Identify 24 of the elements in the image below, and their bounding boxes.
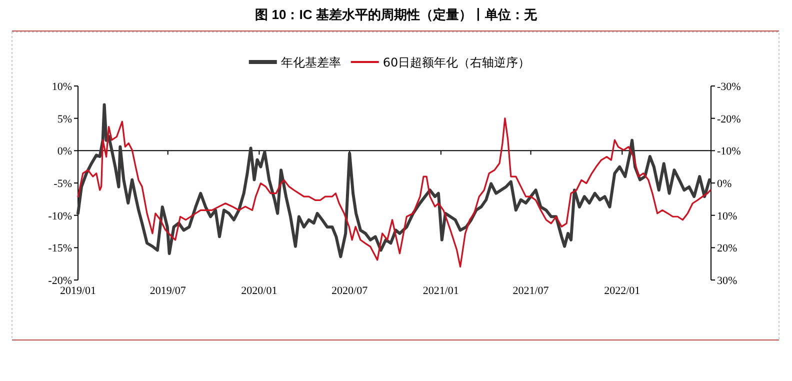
y2-tick-label: -20% bbox=[717, 113, 741, 126]
x-tick-label: 2019/07 bbox=[150, 285, 186, 297]
x-tick-label: 2019/01 bbox=[60, 285, 96, 297]
y-tick-label: -20% bbox=[48, 275, 72, 287]
y-tick-label: -5% bbox=[54, 178, 72, 190]
legend-label: 60日超额年化（右轴逆序） bbox=[382, 56, 530, 70]
x-tick-label: 2021/07 bbox=[512, 285, 550, 297]
y2-tick-label: -10% bbox=[717, 146, 741, 158]
y-tick-label: 5% bbox=[57, 113, 72, 126]
x-tick-label: 2021/01 bbox=[422, 285, 459, 297]
y2-tick-label: -30% bbox=[717, 81, 741, 93]
chart-title: 图 10：IC 基差水平的周期性（定量）丨单位：无 bbox=[255, 7, 538, 22]
x-tick-label: 2020/07 bbox=[332, 285, 368, 297]
y2-tick-label: 30% bbox=[717, 275, 738, 287]
y-tick-label: -10% bbox=[48, 210, 72, 222]
y-tick-label: 0% bbox=[57, 146, 72, 158]
y2-tick-label: 0% bbox=[717, 178, 732, 190]
y-tick-label: 10% bbox=[52, 81, 72, 93]
y2-tick-label: 20% bbox=[717, 242, 738, 255]
x-tick-label: 2022/01 bbox=[604, 285, 640, 297]
y2-tick-label: 10% bbox=[717, 210, 738, 222]
legend-label: 年化基差率 bbox=[280, 56, 341, 70]
y-tick-label: -15% bbox=[48, 242, 72, 255]
x-tick-label: 2020/01 bbox=[241, 285, 278, 297]
